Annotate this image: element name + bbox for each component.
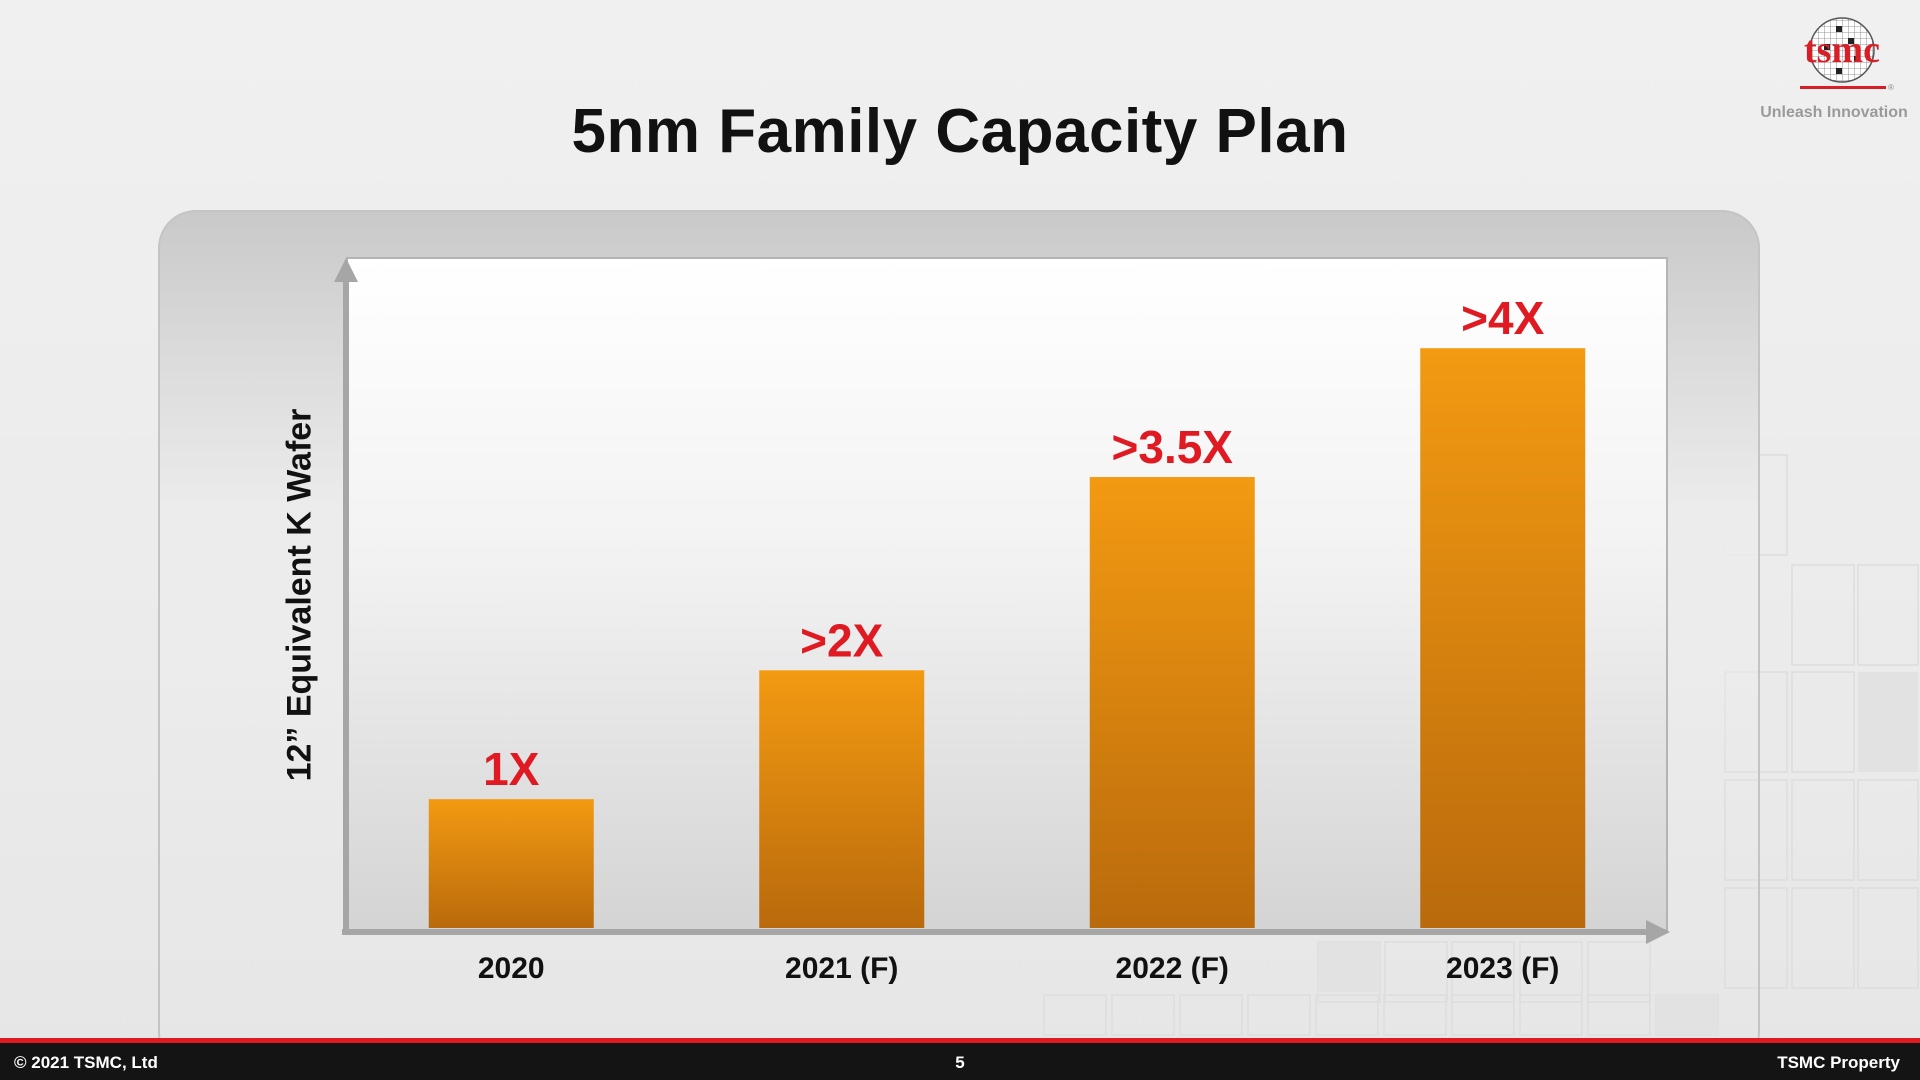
bar-4	[1420, 348, 1586, 928]
data-label-3: >3.5X	[1112, 421, 1234, 473]
x-tick-label-3: 2022 (F)	[1116, 952, 1229, 985]
bar-1	[428, 799, 594, 928]
tsmc-logo-mark: tsmc ®	[1800, 17, 1894, 92]
x-tick-label-1: 2020	[478, 952, 545, 985]
logo-wordmark: tsmc	[1804, 29, 1880, 71]
y-axis-arrow-icon	[334, 258, 358, 282]
slide-title: 5nm Family Capacity Plan	[571, 97, 1349, 166]
tsmc-logo: tsmc ® Unleash Innovation	[1752, 14, 1916, 126]
footer-property: TSMC Property	[1777, 1053, 1900, 1072]
logo-tagline: Unleash Innovation	[1760, 104, 1908, 121]
x-tick-label-4: 2023 (F)	[1446, 952, 1559, 985]
footer-copyright: © 2021 TSMC, Ltd	[14, 1053, 158, 1072]
footer-bar: © 2021 TSMC, Ltd 5 TSMC Property	[0, 1043, 1920, 1080]
data-label-4: >4X	[1461, 292, 1544, 344]
footer-page-number: 5	[955, 1053, 965, 1072]
bar-2	[759, 670, 925, 928]
footer-accent-line	[0, 1038, 1920, 1043]
x-axis-arrow-icon	[1646, 920, 1670, 944]
bar-3	[1089, 477, 1255, 928]
x-tick-label-2: 2021 (F)	[785, 952, 898, 985]
capacity-bar-chart: 1X >2X >3.5X >4X 2020 2021 (F) 2022 (F) 2023 (…	[334, 257, 1670, 985]
data-label-2: >2X	[800, 614, 883, 666]
svg-text:®: ®	[1888, 83, 1894, 92]
data-label-1: 1X	[483, 743, 540, 795]
y-axis-label: 12” Equivalent K Wafer	[280, 408, 319, 782]
